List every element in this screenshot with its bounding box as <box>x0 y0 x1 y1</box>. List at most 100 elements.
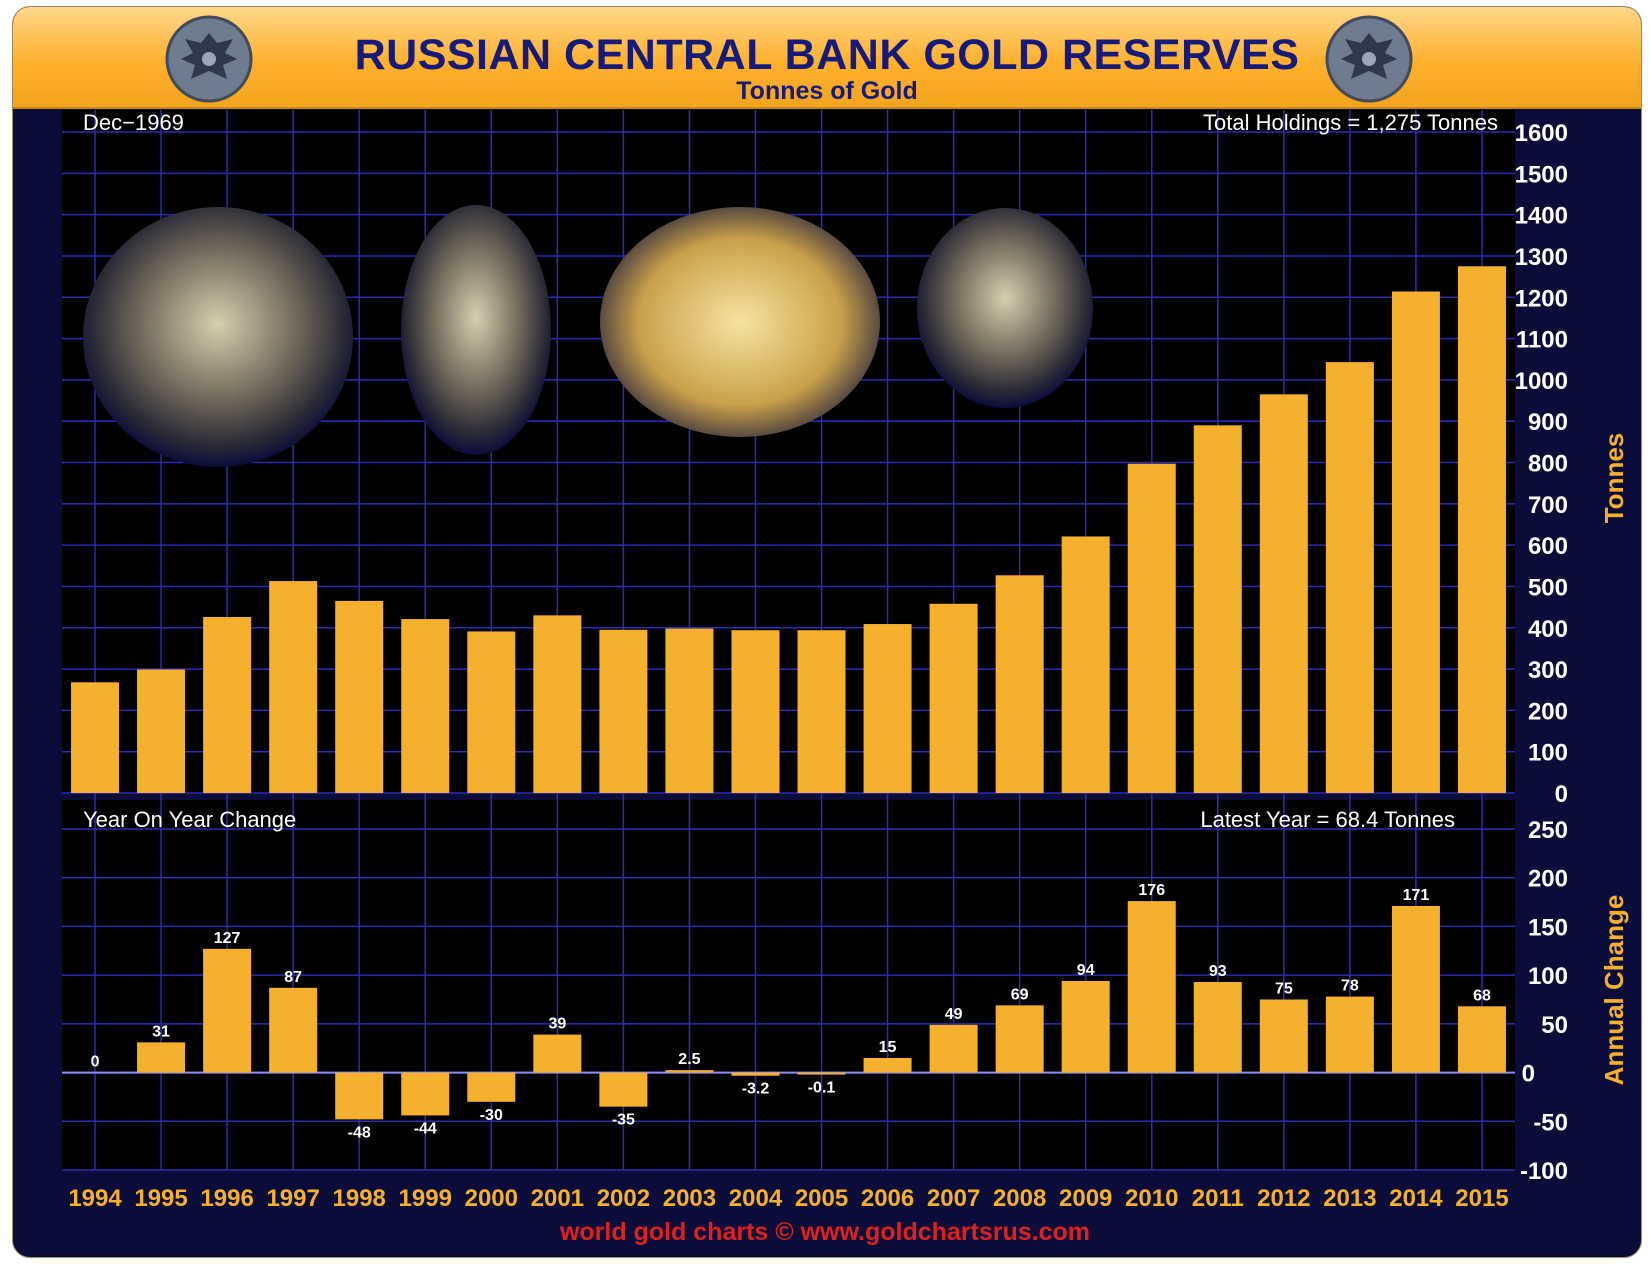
bank-of-russia-emblem-icon-right <box>1325 15 1413 103</box>
holdings-bar-2000 <box>467 631 516 793</box>
change-data-label: 87 <box>284 969 302 986</box>
change-bar-1995 <box>137 1042 186 1073</box>
change-bar-2006 <box>863 1057 912 1073</box>
holdings-bar-2002 <box>599 629 648 793</box>
holdings-y-tick: 300 <box>1528 657 1568 684</box>
bottom-y-axis-title: Annual Change <box>1599 895 1629 1086</box>
change-bar-2010 <box>1127 901 1176 1073</box>
holdings-bar-2009 <box>1061 536 1110 793</box>
x-tick-label: 1997 <box>266 1185 319 1212</box>
yoy-title: Year On Year Change <box>83 807 296 832</box>
holdings-bars <box>71 266 1506 793</box>
chart-labels: 0 31 127 87 -48 -44 -30 39 -35 2.5 -3.2 -0.1 15 49 69 9… <box>68 120 1568 1212</box>
holdings-bar-2007 <box>929 603 978 793</box>
change-data-label: 68 <box>1473 987 1491 1004</box>
holdings-bar-2013 <box>1325 362 1374 793</box>
change-data-label: 171 <box>1403 887 1430 904</box>
change-panel-bg <box>62 800 1515 1170</box>
holdings-y-tick: 800 <box>1528 451 1568 478</box>
holdings-bar-2012 <box>1259 394 1308 793</box>
holdings-y-tick: 1600 <box>1515 120 1568 147</box>
change-y-tick: 0 <box>1522 1061 1535 1088</box>
holdings-y-tick: 700 <box>1528 492 1568 519</box>
holdings-y-tick: 1400 <box>1515 203 1568 230</box>
holdings-y-tick: 1500 <box>1515 161 1568 188</box>
change-bars <box>137 901 1506 1120</box>
change-data-label: 78 <box>1341 978 1359 995</box>
change-bar-2015 <box>1457 1006 1506 1073</box>
change-data-label: 15 <box>879 1039 897 1056</box>
change-bar-1998 <box>335 1072 384 1120</box>
holdings-y-tick: 400 <box>1528 616 1568 643</box>
change-data-label: 69 <box>1011 986 1029 1003</box>
change-y-tick: 100 <box>1528 963 1568 990</box>
holdings-bar-2010 <box>1127 463 1176 793</box>
change-y-tick: 200 <box>1528 866 1568 893</box>
change-data-label: -3.2 <box>742 1081 770 1098</box>
x-tick-label: 2004 <box>729 1185 783 1212</box>
change-data-label: 75 <box>1275 981 1293 998</box>
change-data-label: 176 <box>1138 882 1165 899</box>
x-tick-label: 2000 <box>465 1185 518 1212</box>
change-y-tick: 50 <box>1541 1012 1568 1039</box>
change-bar-2000 <box>467 1072 516 1102</box>
x-tick-label: 1999 <box>399 1185 452 1212</box>
x-tick-label: 2007 <box>927 1185 980 1212</box>
holdings-bar-1994 <box>71 682 120 793</box>
x-tick-label: 2012 <box>1257 1185 1310 1212</box>
change-bar-2007 <box>929 1024 978 1073</box>
holdings-bar-1996 <box>203 617 252 793</box>
x-tick-label: 2013 <box>1323 1185 1376 1212</box>
change-bar-2012 <box>1259 999 1308 1073</box>
holdings-bar-1995 <box>137 669 186 793</box>
change-bar-2011 <box>1193 981 1242 1073</box>
change-data-label: -48 <box>348 1124 371 1141</box>
change-bar-2009 <box>1061 980 1110 1073</box>
change-data-label: -30 <box>480 1107 503 1124</box>
change-bar-2003 <box>665 1070 714 1073</box>
chart-subtitle: Tonnes of Gold <box>736 77 918 105</box>
x-tick-label: 2010 <box>1125 1185 1178 1212</box>
holdings-bar-2011 <box>1193 425 1242 793</box>
x-tick-label: 2002 <box>597 1185 650 1212</box>
holdings-y-tick: 600 <box>1528 533 1568 560</box>
holdings-bar-2001 <box>533 615 582 793</box>
x-tick-label: 2008 <box>993 1185 1046 1212</box>
holdings-y-tick: 1200 <box>1515 285 1568 312</box>
x-tick-label: 2003 <box>663 1185 716 1212</box>
change-data-label: 2.5 <box>678 1051 700 1068</box>
change-data-label: -35 <box>612 1112 635 1129</box>
x-tick-label: 1998 <box>333 1185 386 1212</box>
photo-vignette-2 <box>401 205 551 455</box>
bank-of-russia-emblem-icon-left <box>165 15 253 103</box>
change-data-label: 93 <box>1209 963 1227 980</box>
x-tick-label: 1994 <box>68 1185 122 1212</box>
change-data-label: 31 <box>152 1023 170 1040</box>
change-bar-2008 <box>995 1005 1044 1073</box>
holdings-y-tick: 900 <box>1528 409 1568 436</box>
chart-title: RUSSIAN CENTRAL BANK GOLD RESERVES <box>354 31 1300 79</box>
x-tick-label: 1996 <box>200 1185 253 1212</box>
holdings-bar-1999 <box>401 619 450 793</box>
x-tick-label: 2014 <box>1389 1185 1443 1212</box>
holdings-bar-2006 <box>863 624 912 793</box>
x-tick-label: 2005 <box>795 1185 848 1212</box>
top-y-axis-title: Tonnes <box>1599 433 1629 524</box>
holdings-y-tick: 500 <box>1528 574 1568 601</box>
total-holdings-note: Total Holdings = 1,275 Tonnes <box>1203 110 1498 135</box>
holdings-y-tick: 1100 <box>1516 327 1568 354</box>
x-tick-label: 2015 <box>1455 1185 1508 1212</box>
photo-vignette-3 <box>600 207 880 437</box>
start-date-note: Dec−1969 <box>83 110 184 135</box>
holdings-y-tick: 200 <box>1528 698 1568 725</box>
change-y-tick: 150 <box>1528 914 1568 941</box>
change-bar-2001 <box>533 1034 582 1073</box>
change-bar-2002 <box>599 1072 648 1107</box>
x-tick-label: 2001 <box>531 1185 584 1212</box>
change-y-tick: -50 <box>1533 1109 1568 1136</box>
holdings-y-tick: 1000 <box>1515 368 1568 395</box>
holdings-bar-2004 <box>731 630 780 793</box>
source-credit: world gold charts © www.goldchartsrus.co… <box>559 1218 1090 1246</box>
holdings-y-tick: 100 <box>1528 740 1568 767</box>
